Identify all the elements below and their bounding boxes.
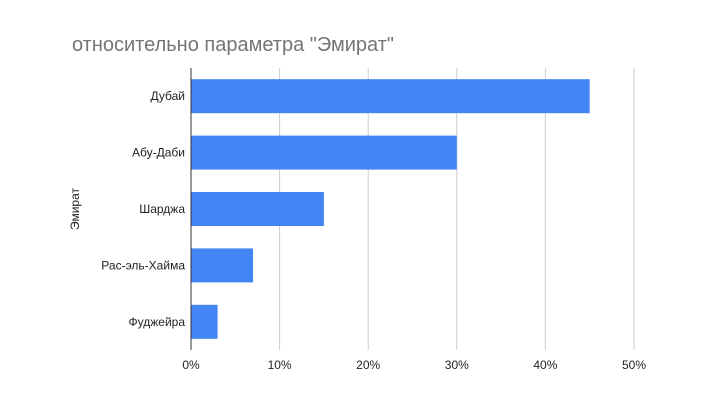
bar [191,135,457,170]
x-tick-label: 10% [268,358,292,372]
y-category-label: Фуджейра [129,315,186,329]
y-category-label: Дубай [151,89,186,103]
y-category-label: Шарджа [139,202,185,216]
y-category-label: Рас-эль-Хайма [101,258,185,272]
bar [191,79,590,114]
x-tick-label: 0% [182,358,200,372]
x-tick-label: 50% [622,358,646,372]
x-tick-label: 40% [533,358,557,372]
bar [191,192,324,226]
x-tick-label: 30% [445,358,469,372]
chart-title: относительно параметра "Эмират" [72,34,395,56]
bar [191,248,254,283]
y-axis-title: Эмират [68,187,82,230]
bar [191,304,218,339]
y-category-label: Абу-Даби [132,146,185,160]
x-tick-label: 20% [356,358,380,372]
